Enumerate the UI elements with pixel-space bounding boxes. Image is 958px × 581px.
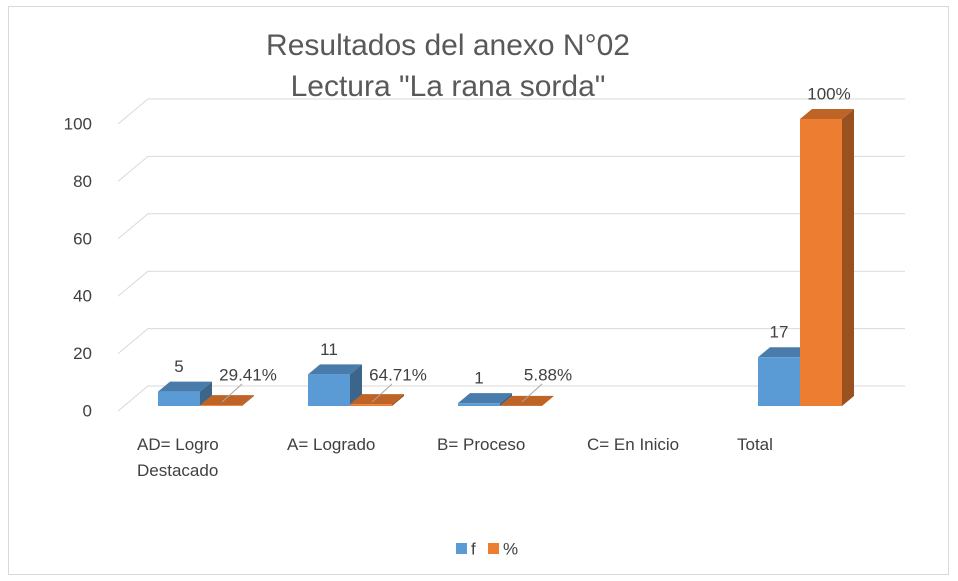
data-label: 29.41% <box>219 365 277 384</box>
bar <box>308 364 362 406</box>
bar-front <box>800 119 842 406</box>
leader-line <box>221 383 243 403</box>
bar-side <box>392 394 404 406</box>
y-tick-label: 60 <box>73 229 92 248</box>
bar-front <box>350 404 392 406</box>
bar <box>800 109 854 406</box>
bar-front <box>308 374 350 406</box>
legend-label: % <box>503 539 518 558</box>
legend-swatch <box>456 543 467 554</box>
y-tick-label: 100 <box>64 114 92 133</box>
bar-side <box>500 393 512 406</box>
bar-side <box>200 381 212 406</box>
bar-front <box>758 357 800 406</box>
bar <box>458 393 512 406</box>
bar-front <box>158 391 200 406</box>
bar-side <box>542 395 554 406</box>
bar-top <box>158 381 212 392</box>
grid-line <box>117 213 905 240</box>
leader-line <box>371 383 393 403</box>
x-tick-label: A= Logrado <box>287 435 376 454</box>
bar-side <box>842 109 854 406</box>
legend-label: f <box>471 539 476 558</box>
bar-top <box>758 347 812 358</box>
bar-front <box>458 403 500 406</box>
chart-border <box>8 6 949 575</box>
data-label: 17 <box>770 323 789 342</box>
x-tick-label: B= Proceso <box>437 435 526 454</box>
y-tick-label: 0 <box>83 401 92 420</box>
y-tick-label: 80 <box>73 172 92 191</box>
x-tick-label: Total <box>737 435 773 454</box>
data-label: 64.71% <box>369 365 427 384</box>
y-tick-label: 40 <box>73 287 92 306</box>
bar-side <box>242 395 254 406</box>
bar <box>158 381 212 406</box>
x-tick-label: AD= Logro Destacado <box>137 435 219 480</box>
chart-subtitle: Lectura "La rana sorda" <box>291 70 606 103</box>
grid-line <box>117 270 905 297</box>
grid-line <box>117 98 905 125</box>
grid-line <box>117 328 905 354</box>
leader-line <box>521 383 543 403</box>
bar-top <box>458 393 512 404</box>
bar-top <box>500 395 554 406</box>
data-label: 100% <box>807 84 850 103</box>
chart-title: Resultados del anexo N°02 <box>266 29 630 62</box>
y-tick-label: 20 <box>73 344 92 363</box>
bar-top <box>308 364 362 375</box>
data-label: 11 <box>320 340 338 359</box>
bar-side <box>350 364 362 406</box>
bar <box>200 395 254 406</box>
grid-line <box>117 155 905 182</box>
data-label: 1 <box>474 369 483 388</box>
legend-swatch <box>488 543 499 554</box>
bar-top <box>800 109 854 119</box>
data-label: 5.88% <box>524 365 572 384</box>
bar <box>500 395 554 406</box>
bar-top <box>200 395 254 406</box>
bar <box>350 394 404 406</box>
x-tick-label: C= En Inicio <box>587 435 680 454</box>
grid-line <box>117 385 905 412</box>
bar-front <box>200 405 242 406</box>
bar-top <box>350 394 404 405</box>
data-label: 5 <box>174 357 183 376</box>
